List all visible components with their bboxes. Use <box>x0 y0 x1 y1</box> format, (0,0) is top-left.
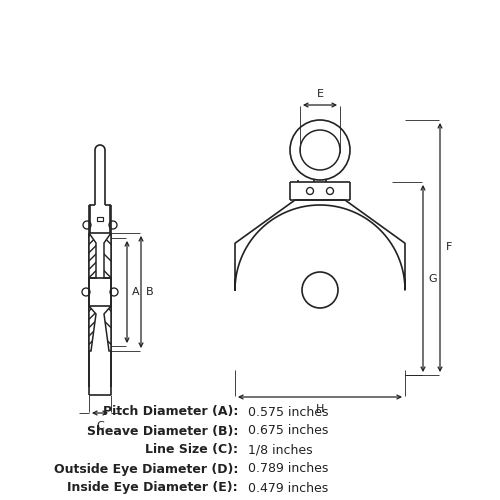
Polygon shape <box>89 233 96 278</box>
Text: H: H <box>316 404 324 414</box>
Text: Pitch Diameter (A):: Pitch Diameter (A): <box>102 406 238 418</box>
Text: B: B <box>146 287 154 297</box>
Text: G: G <box>428 274 436 283</box>
Text: 0.479 inches: 0.479 inches <box>248 482 328 494</box>
Text: 1/8 inches: 1/8 inches <box>248 444 312 456</box>
Polygon shape <box>104 306 111 351</box>
Text: E: E <box>316 89 324 99</box>
Text: A: A <box>132 287 140 297</box>
Text: Sheave Diameter (B):: Sheave Diameter (B): <box>86 424 238 438</box>
Text: 0.675 inches: 0.675 inches <box>248 424 328 438</box>
Polygon shape <box>89 306 96 351</box>
Text: Outside Eye Diameter (D):: Outside Eye Diameter (D): <box>54 462 238 475</box>
Bar <box>97 217 103 221</box>
Text: Inside Eye Diameter (E):: Inside Eye Diameter (E): <box>68 482 238 494</box>
Text: F: F <box>446 242 452 252</box>
Text: 0.789 inches: 0.789 inches <box>248 462 328 475</box>
Polygon shape <box>104 233 111 278</box>
Text: C: C <box>96 421 104 431</box>
Text: 0.575 inches: 0.575 inches <box>248 406 328 418</box>
Text: Line Size (C):: Line Size (C): <box>145 444 238 456</box>
